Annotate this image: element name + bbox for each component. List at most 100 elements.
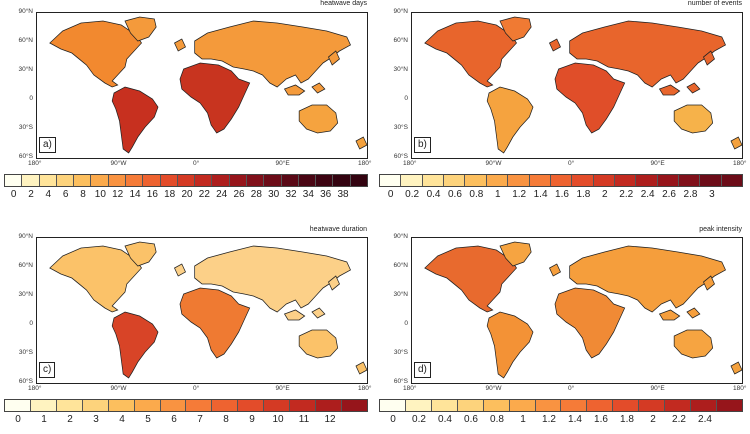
colorbar-tick-label: 1.8 <box>620 414 634 425</box>
lon-tick-label: 0° <box>568 160 575 167</box>
lon-tick-label: 180° <box>358 160 372 167</box>
colorbar-tick-label: 30 <box>268 189 280 200</box>
colorbar-cell <box>422 175 445 186</box>
land-africa <box>554 287 626 359</box>
colorbar-tick-label: 3 <box>709 189 715 200</box>
colorbar-tick-label: 14 <box>129 189 141 200</box>
land-australia <box>298 329 339 359</box>
colorbar-cell <box>691 400 717 411</box>
land-eurasia <box>194 20 351 88</box>
lon-tick-label: 90°W <box>110 385 127 392</box>
land-island <box>311 82 326 94</box>
colorbar-cell <box>56 175 75 186</box>
colorbar-tick-label: 0 <box>15 414 21 425</box>
lon-tick-label: 180° <box>28 160 42 167</box>
colorbar-tick-label: 32 <box>285 189 297 200</box>
land-island <box>686 307 701 319</box>
colorbar-tick-label: 1.2 <box>542 414 556 425</box>
colorbar-cell <box>212 175 230 186</box>
land-africa <box>179 62 251 134</box>
land-island <box>174 263 186 277</box>
colorbar-tick-label: 9 <box>249 414 255 425</box>
colorbar-cell <box>134 400 161 411</box>
colorbar-tick-label: 2.2 <box>672 414 686 425</box>
lat-tick-label: 60°N <box>18 262 33 269</box>
world-map <box>424 241 742 379</box>
colorbar-cell <box>298 175 317 186</box>
colorbar-cell <box>281 175 299 186</box>
panel-d: peak intensity d) 90°N 60°N 30°N 0 30°S 60°S 18… <box>375 217 750 434</box>
lat-tick-label: 60°S <box>393 378 408 385</box>
land-antarctica <box>355 136 367 150</box>
lon-tick-label: 180° <box>733 160 747 167</box>
lat-tick-label: 30°N <box>18 66 33 73</box>
lon-tick-label: 90°E <box>275 385 290 392</box>
colorbar-tick-label: 2 <box>602 189 608 200</box>
colorbar-tick-label: 1.6 <box>594 414 608 425</box>
colorbar-tick-label: 0.8 <box>490 414 504 425</box>
colorbar-cell <box>212 400 239 411</box>
land-island <box>703 275 715 291</box>
colorbar-cell <box>74 175 92 186</box>
lon-tick-label: 90°E <box>650 160 665 167</box>
panel-letter: b) <box>414 137 431 153</box>
land-africa <box>554 62 626 134</box>
colorbar-cell <box>380 175 402 186</box>
lon-tick-label: 90°W <box>485 160 502 167</box>
lon-tick-label: 180° <box>358 385 372 392</box>
colorbar-tick-label: 7 <box>197 414 203 425</box>
colorbar-tick-label: 12 <box>112 189 124 200</box>
colorbar-cell <box>657 175 680 186</box>
colorbar-cell <box>529 175 551 186</box>
panel-letter: d) <box>414 362 431 378</box>
lat-tick-label: 90°N <box>18 8 33 15</box>
lat-tick-label: 30°S <box>18 349 33 356</box>
colorbar-tick-label: 2.4 <box>698 414 712 425</box>
colorbar-cell <box>679 175 701 186</box>
land-eurasia <box>194 245 351 313</box>
colorbar-tick-label: 2.8 <box>683 189 698 200</box>
land-eurasia <box>569 245 726 313</box>
colorbar-tick-label: 3 <box>93 414 99 425</box>
lat-tick-label: 30°S <box>393 349 408 356</box>
colorbar-tick-label: 22 <box>198 189 210 200</box>
world-map <box>424 16 742 154</box>
land-south-america <box>111 86 159 154</box>
colorbar-cell <box>264 175 282 186</box>
colorbar-tick-label: 2 <box>650 414 656 425</box>
world-map <box>49 241 367 379</box>
lat-tick-label: 0 <box>29 320 33 327</box>
colorbar-cell <box>238 400 265 411</box>
colorbar-cell <box>333 175 351 186</box>
colorbar-tick-label: 0.6 <box>447 189 462 200</box>
colorbar-cell <box>465 175 487 186</box>
colorbar-cell <box>195 175 213 186</box>
colorbar-cell <box>483 400 510 411</box>
colorbar-cell <box>613 400 640 411</box>
colorbar <box>379 174 743 187</box>
lat-tick-label: 30°N <box>393 291 408 298</box>
colorbar-cell <box>486 175 509 186</box>
lat-tick-label: 90°N <box>393 8 408 15</box>
colorbar-cell <box>177 175 196 186</box>
colorbar-tick-label: 2.6 <box>662 189 676 200</box>
colorbar-tick-label: 24 <box>216 189 228 200</box>
colorbar-tick-label: 0.2 <box>412 414 426 425</box>
land-island <box>703 50 715 66</box>
land-north-america <box>424 245 517 313</box>
colorbar-cell <box>665 400 692 411</box>
land-north-america <box>49 245 142 313</box>
colorbar-tick-label: 16 <box>146 189 158 200</box>
colorbar-cell <box>508 175 530 186</box>
colorbar-tick-label: 0.2 <box>405 189 420 200</box>
colorbar-tick-label: 8 <box>80 189 86 200</box>
land-south-america <box>111 311 159 379</box>
colorbar-cell <box>264 400 291 411</box>
colorbar-cell <box>30 400 57 411</box>
panel-letter: c) <box>39 362 56 378</box>
land-island <box>549 263 561 277</box>
panel-b: number of events b) 90°N 60°N 30°N 0 30°S 60°S… <box>375 0 750 217</box>
colorbar-cell <box>509 400 536 411</box>
colorbar-cell <box>405 400 432 411</box>
colorbar-cell <box>160 400 187 411</box>
